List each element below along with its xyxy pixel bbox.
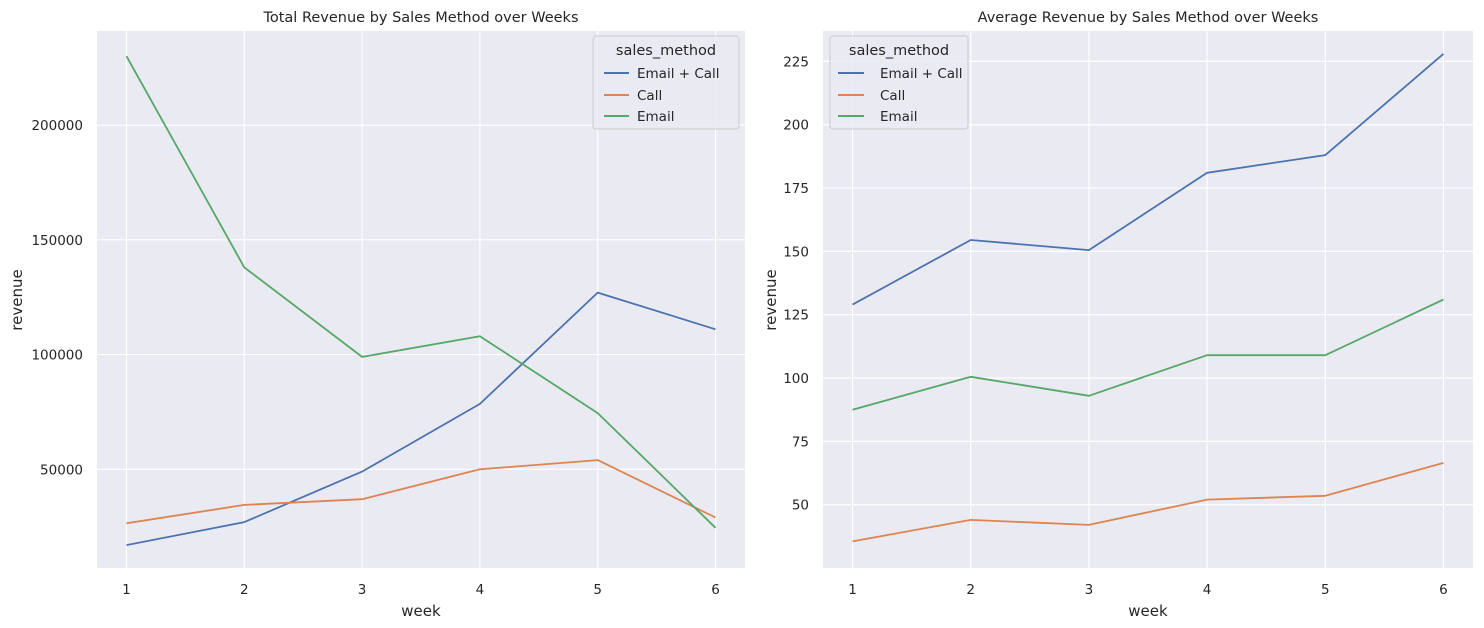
left-x-tick-labels: 1 2 3 4 5 6 xyxy=(122,582,720,598)
right-y-tick-label: 75 xyxy=(792,434,809,450)
right-legend-label-email: Email xyxy=(880,109,917,125)
right-x-axis-label: week xyxy=(1128,602,1168,620)
right-series-line-email xyxy=(852,298,1444,411)
right-x-tick-label: 1 xyxy=(848,582,857,598)
left-y-tick-label: 200000 xyxy=(31,118,83,134)
right-y-tick-labels: 50 75 100 125 150 175 200 225 xyxy=(783,54,809,513)
right-y-tick-label: 100 xyxy=(783,371,809,387)
right-x-tick-labels: 1 2 3 4 5 6 xyxy=(848,582,1448,598)
left-chart: 1 2 3 4 5 6 50000 100000 150000 200000 Total Rev… xyxy=(8,10,745,620)
right-legend-label-email-call: Email + Call xyxy=(880,66,963,82)
left-x-tick-label: 2 xyxy=(240,582,249,598)
left-legend: sales_method Email + Call Call Email xyxy=(592,35,740,130)
left-y-axis-label: revenue xyxy=(8,269,26,330)
right-y-tick-label: 225 xyxy=(783,54,809,70)
right-series-line-email-call xyxy=(852,53,1445,306)
right-y-tick-label: 150 xyxy=(783,244,809,260)
left-legend-box xyxy=(592,35,740,130)
left-y-tick-label: 50000 xyxy=(40,462,83,478)
right-legend: sales_method Email + Call Call Email xyxy=(829,35,969,130)
left-series-line-call xyxy=(126,459,716,525)
right-y-tick-label: 200 xyxy=(783,118,809,134)
left-series-line-email-call xyxy=(126,291,716,546)
left-series-lines xyxy=(125,55,717,546)
right-legend-label-call: Call xyxy=(880,88,905,104)
left-legend-title: sales_method xyxy=(616,43,716,59)
right-y-axis-label: revenue xyxy=(762,269,780,330)
right-series-line-call xyxy=(852,462,1444,543)
left-y-tick-labels: 50000 100000 150000 200000 xyxy=(31,118,83,478)
right-x-tick-label: 5 xyxy=(1321,582,1330,598)
right-legend-title: sales_method xyxy=(849,43,949,59)
left-x-tick-label: 6 xyxy=(711,582,720,598)
left-y-tick-label: 150000 xyxy=(31,233,83,249)
left-x-tick-label: 3 xyxy=(358,582,367,598)
right-x-tick-label: 2 xyxy=(966,582,975,598)
left-legend-label-call: Call xyxy=(637,88,662,104)
right-series-lines xyxy=(852,53,1445,543)
right-x-tick-label: 6 xyxy=(1439,582,1448,598)
right-legend-box xyxy=(829,35,969,130)
left-x-tick-label: 1 xyxy=(122,582,131,598)
right-y-tick-label: 125 xyxy=(783,308,809,324)
left-legend-label-email-call: Email + Call xyxy=(637,66,720,82)
left-x-tick-label: 5 xyxy=(593,582,602,598)
left-legend-label-email: Email xyxy=(637,109,674,125)
right-x-tick-label: 3 xyxy=(1085,582,1094,598)
right-x-tick-label: 4 xyxy=(1203,582,1212,598)
right-y-tick-label: 175 xyxy=(783,181,809,197)
left-y-tick-label: 100000 xyxy=(31,348,83,364)
left-x-tick-label: 4 xyxy=(476,582,485,598)
right-chart-title: Average Revenue by Sales Method over Wee… xyxy=(978,10,1319,26)
left-x-axis-label: week xyxy=(401,602,441,620)
left-chart-title: Total Revenue by Sales Method over Weeks xyxy=(262,10,578,26)
left-series-line-email xyxy=(125,55,717,529)
right-chart: 1 2 3 4 5 6 50 75 100 125 150 175 200 225 Average Re… xyxy=(762,10,1473,620)
right-y-tick-label: 50 xyxy=(792,498,809,514)
